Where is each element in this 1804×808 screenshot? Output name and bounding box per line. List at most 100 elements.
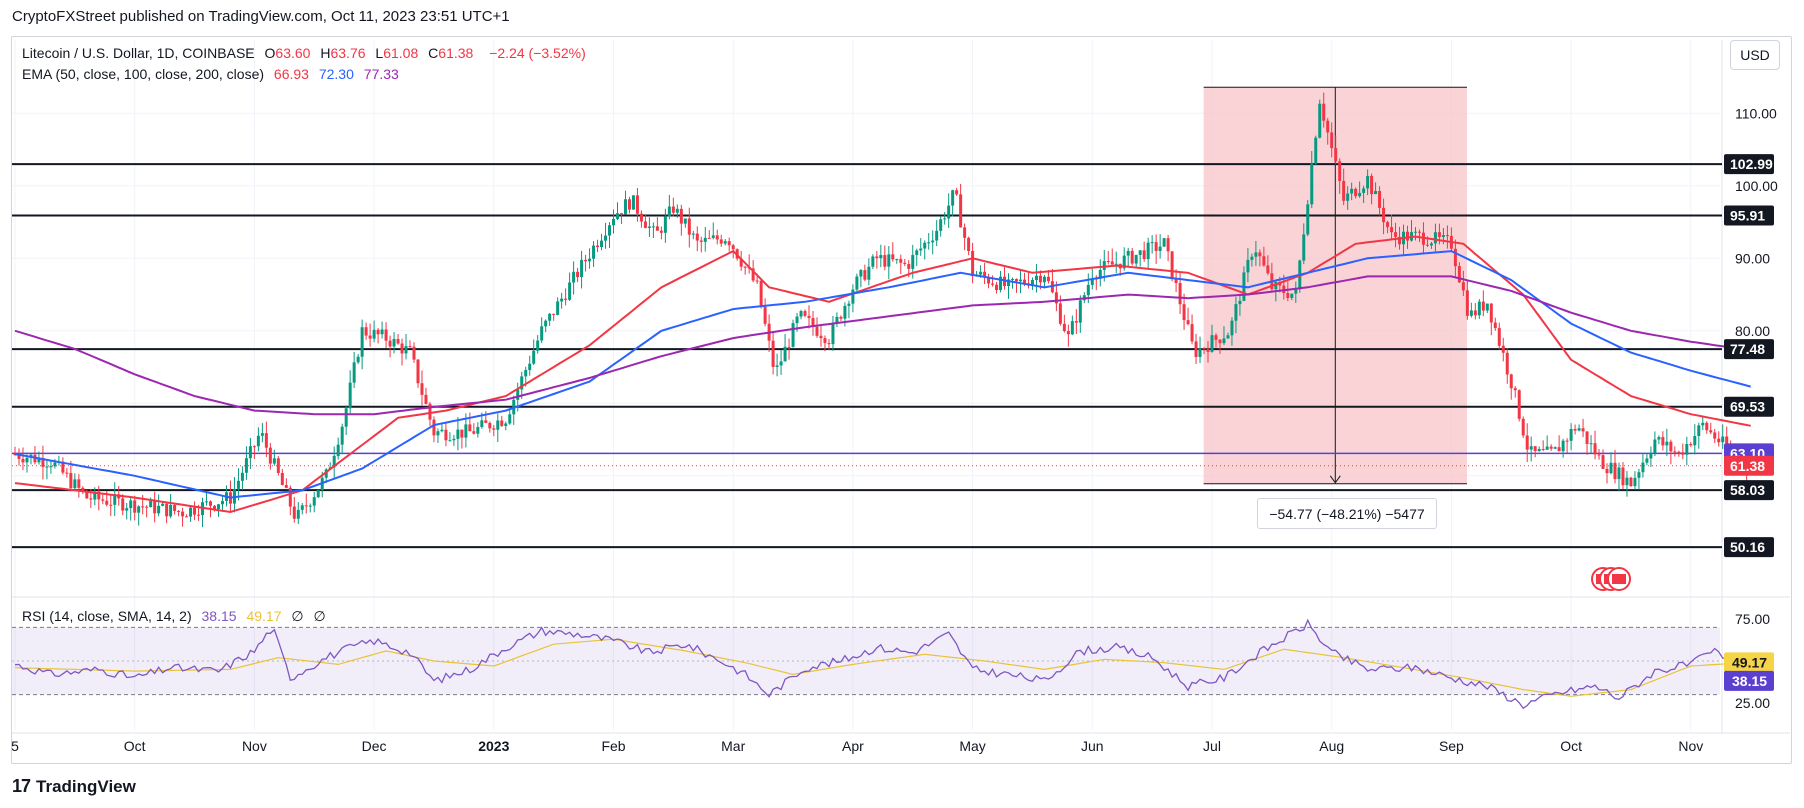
candle-body (1158, 246, 1162, 251)
candle-body (53, 462, 57, 467)
brand-name: TradingView (36, 776, 136, 796)
candle-body (332, 455, 336, 468)
candle-body (468, 424, 472, 432)
candle-body (867, 266, 871, 280)
candle-body (1174, 279, 1178, 283)
candle-body (276, 458, 280, 473)
candle-body (1669, 441, 1673, 452)
candle-body (296, 509, 300, 519)
candle-body (615, 213, 619, 219)
candle-body (85, 491, 89, 499)
candle-body (1194, 341, 1198, 357)
candle-body (1126, 250, 1130, 256)
candle-body (1334, 148, 1338, 162)
candle-body (308, 505, 312, 507)
price-badge-bg (1724, 339, 1774, 360)
us-flag-event-icon[interactable] (1591, 567, 1631, 591)
candle-body (456, 429, 460, 439)
candle-body (963, 227, 967, 238)
candle-body (1661, 437, 1665, 446)
candle-body (1350, 188, 1354, 194)
candle-body (1098, 269, 1102, 279)
candle-body (1493, 322, 1497, 329)
candle-body (847, 303, 851, 306)
candle-body (1501, 345, 1505, 353)
symbol-title: Litecoin / U.S. Dollar, 1D, COINBASE (22, 45, 255, 61)
candle-body (919, 248, 923, 251)
candle-body (1609, 462, 1613, 474)
candle-body (983, 271, 987, 277)
candle-body (935, 230, 939, 241)
candle-body (608, 225, 612, 236)
candle-body (213, 505, 216, 510)
candle-body (1689, 444, 1693, 446)
time-axis-label: Jul (1203, 738, 1221, 754)
price-axis-label: 110.00 (1735, 105, 1777, 121)
candle-body (1011, 279, 1014, 281)
candle-body (1461, 282, 1465, 291)
candle-body (1573, 429, 1577, 431)
ema200-value: 77.33 (363, 66, 399, 82)
candle-body (181, 511, 185, 517)
price-badge: 77.48 (1724, 339, 1774, 360)
candle-body (1238, 300, 1242, 305)
candle-body (1034, 275, 1038, 281)
candle-body (1003, 276, 1007, 287)
candle-body (380, 329, 384, 335)
candle-body (831, 323, 835, 345)
candle-body (105, 500, 109, 505)
candle-body (1509, 374, 1513, 389)
candle-body (1310, 163, 1314, 205)
time-axis-label: 5 (11, 738, 19, 754)
candle-body (1186, 320, 1190, 325)
candle-body (787, 346, 791, 348)
candle-body (943, 218, 947, 220)
candle-body (1342, 180, 1346, 201)
candle-body (923, 242, 927, 249)
candle-body (1649, 452, 1653, 459)
candle-body (216, 504, 220, 510)
rsi-extra-2: ∅ (313, 608, 326, 624)
candle-body (1601, 455, 1605, 469)
candle-body (1705, 422, 1709, 431)
candle-body (1190, 324, 1194, 342)
candle-body (1266, 265, 1270, 274)
candle-body (1214, 335, 1218, 340)
candle-body (1613, 462, 1617, 480)
candle-body (695, 233, 699, 241)
candle-body (420, 383, 424, 395)
candle-body (1577, 428, 1581, 431)
candle-body (1254, 252, 1258, 257)
candle-body (492, 428, 496, 430)
candle-body (300, 505, 304, 510)
candle-body (61, 461, 65, 473)
candle-body (488, 422, 492, 429)
time-axis-label: Apr (842, 738, 864, 754)
candle-body (600, 240, 604, 248)
candle-body (97, 491, 101, 500)
candle-body (452, 438, 456, 441)
price-badge-bg (1724, 205, 1774, 226)
price-badge: 69.53 (1724, 396, 1774, 417)
time-axis-label: Aug (1319, 738, 1344, 754)
candle-body (1090, 278, 1094, 285)
candle-body (1318, 103, 1322, 138)
candle-body (1210, 335, 1214, 352)
rsi-badge-bg (1724, 670, 1774, 691)
candle-body (663, 216, 667, 233)
price-badge-label: 102.99 (1730, 156, 1773, 172)
currency-button[interactable]: USD (1730, 40, 1780, 70)
candle-body (875, 256, 879, 259)
candle-body (895, 259, 899, 261)
time-axis-label: Feb (601, 738, 625, 754)
candle-body (955, 190, 959, 195)
rsi-axis-label: 25.00 (1735, 695, 1770, 711)
candle-body (1170, 251, 1174, 280)
candle-body (1717, 438, 1721, 443)
rsi-badge-label: 49.17 (1732, 654, 1767, 670)
candle-body (480, 420, 484, 427)
candle-body (552, 313, 556, 315)
time-axis-label: Jun (1081, 738, 1104, 754)
close-value: 61.38 (438, 45, 474, 61)
